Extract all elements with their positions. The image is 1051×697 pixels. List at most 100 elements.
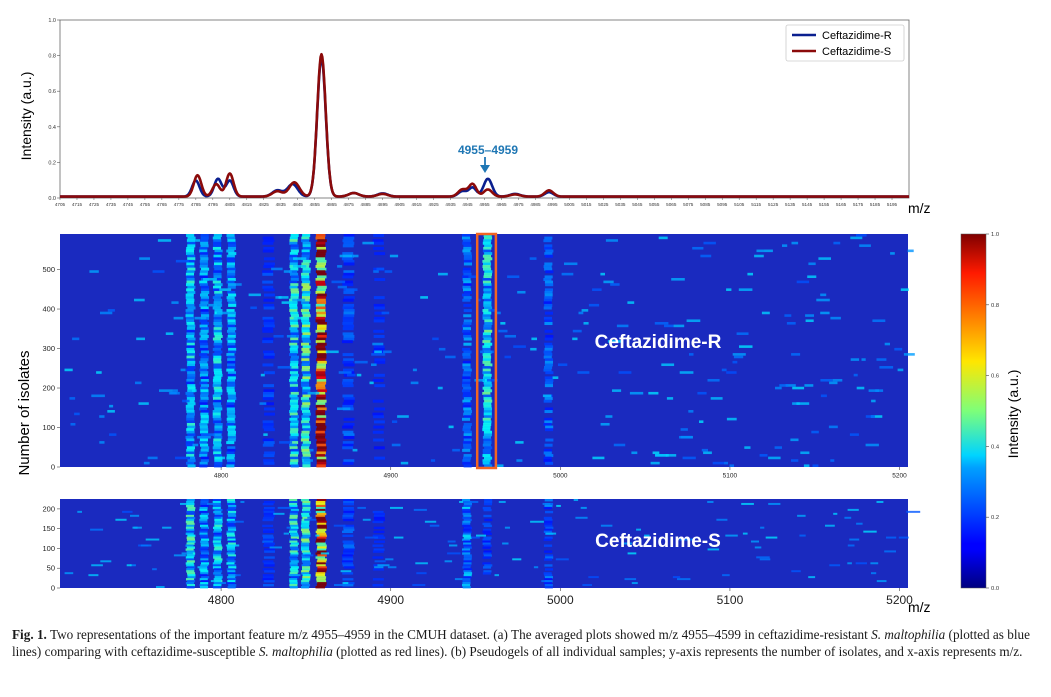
heatmap-band-cell: [482, 540, 491, 543]
heatmap-noise-cell: [710, 397, 723, 400]
heatmap-noise-cell: [304, 518, 317, 521]
heatmap-band-cell: [226, 451, 235, 455]
heatmap-band-cell: [316, 580, 327, 583]
heatmap-band-cell: [289, 504, 298, 508]
heatmap-band-cell: [463, 288, 472, 292]
heatmap-band-cell: [463, 574, 472, 577]
heatmap-noise-cell: [235, 283, 242, 286]
heatmap-noise-cell: [573, 499, 579, 501]
heatmap-band-cell: [212, 378, 221, 382]
heatmap-band-cell: [186, 420, 195, 424]
heatmap-band-cell: [289, 412, 298, 416]
heatmap-band-cell: [226, 407, 235, 411]
heatmap-band-cell: [289, 530, 298, 534]
heatmap-band-cell: [302, 464, 311, 468]
heatmap-band-cell: [544, 520, 553, 524]
heatmap-band-cell: [463, 514, 472, 518]
heatmap-band-cell: [315, 552, 325, 555]
heatmap-noise-cell: [391, 443, 401, 447]
heatmap-band-cell: [483, 239, 492, 243]
heatmap-noise-cell: [513, 345, 526, 348]
heatmap-noise-cell: [847, 562, 852, 565]
heatmap-band-cell: [484, 329, 493, 333]
heatmap-band-cell: [228, 514, 237, 518]
heatmap-band-cell: [187, 576, 196, 579]
heatmap-band-cell: [289, 301, 298, 305]
top-x-tick-label: 4885: [361, 202, 372, 207]
heatmap-band-cell: [263, 459, 274, 463]
heatmap-x-tick-label: 4900: [377, 593, 404, 607]
heatmap-band-cell: [290, 259, 299, 263]
heatmap-band-cell: [315, 530, 326, 534]
top-x-tick-label: 4875: [344, 202, 355, 207]
heatmap-band-cell: [185, 249, 194, 253]
heatmap-noise-cell: [357, 506, 366, 509]
heatmap-band-cell: [462, 249, 471, 253]
heatmap-band-cell: [290, 278, 299, 281]
heatmap-band-cell: [201, 446, 210, 450]
heatmap-band-cell: [214, 524, 223, 528]
heatmap-band-cell: [316, 288, 326, 292]
heatmap-band-cell: [343, 510, 355, 514]
top-x-tick-label: 4745: [123, 202, 134, 207]
heatmap-band-cell: [342, 461, 354, 465]
heatmap-band-cell: [342, 430, 354, 434]
heatmap-band-cell: [227, 373, 236, 377]
heatmap-band-cell: [316, 459, 327, 463]
heatmap-band-cell: [544, 296, 553, 300]
heatmap-band-cell: [187, 360, 196, 364]
heatmap-band-cell: [227, 311, 236, 315]
heatmap-band-cell: [264, 262, 275, 266]
heatmap-band-cell: [185, 548, 194, 551]
heatmap-band-cell: [226, 412, 235, 416]
heatmap-band-cell: [462, 404, 471, 408]
heatmap-band-cell: [289, 438, 298, 442]
heatmap-band-cell: [214, 303, 223, 307]
heatmap-band-cell: [200, 420, 209, 424]
heatmap-band-cell: [301, 586, 310, 589]
heatmap-band-cell: [212, 353, 221, 357]
heatmap-band-cell: [316, 576, 327, 579]
heatmap-band-cell: [214, 512, 223, 516]
heatmap-band-cell: [187, 566, 196, 569]
heatmap-band-cell: [301, 550, 310, 553]
heatmap-band-cell: [463, 560, 472, 563]
heatmap-band-cell: [290, 249, 299, 253]
heatmap-noise-cell: [134, 298, 145, 302]
heatmap-band-cell: [185, 526, 194, 530]
heatmap-band-cell: [199, 332, 208, 336]
heatmap-noise-cell: [627, 301, 635, 304]
heatmap-band-cell: [199, 254, 208, 258]
heatmap-band-cell: [289, 516, 298, 520]
heatmap-band-cell: [290, 441, 299, 445]
heatmap-noise-cell: [248, 293, 261, 297]
caption-text-1: Two representations of the important fea…: [49, 627, 872, 642]
heatmap-band-cell: [342, 404, 354, 408]
heatmap-band-cell: [227, 461, 236, 465]
heatmap-band-cell: [227, 538, 236, 541]
heatmap-band-cell: [227, 433, 236, 437]
heatmap-band-cell: [200, 499, 209, 502]
heatmap-noise-cell: [504, 526, 510, 529]
top-x-tick-label: 4945: [462, 202, 473, 207]
heatmap-band-cell: [463, 502, 472, 506]
heatmap-band-cell: [316, 532, 327, 535]
heatmap-band-cell: [214, 560, 223, 563]
heatmap-band-cell: [301, 347, 310, 351]
heatmap-band-cell: [462, 355, 471, 359]
heatmap-band-cell: [289, 578, 298, 581]
heatmap-band-cell: [290, 425, 299, 429]
heatmap-band-cell: [317, 534, 327, 537]
heatmap-band-cell: [482, 278, 491, 281]
heatmap-band-cell: [228, 327, 237, 331]
heatmap-band-cell: [187, 464, 196, 468]
heatmap-band-cell: [185, 311, 194, 315]
heatmap-band-cell: [302, 566, 311, 569]
heatmap-band-cell: [462, 275, 471, 279]
legend-label-r: Ceftazidime-R: [822, 30, 892, 42]
heatmap-band-cell: [482, 259, 491, 263]
heatmap-band-cell: [301, 342, 310, 346]
heatmap-band-cell: [543, 316, 552, 320]
heatmap-band-cell: [462, 298, 471, 302]
heatmap-band-cell: [185, 532, 194, 535]
